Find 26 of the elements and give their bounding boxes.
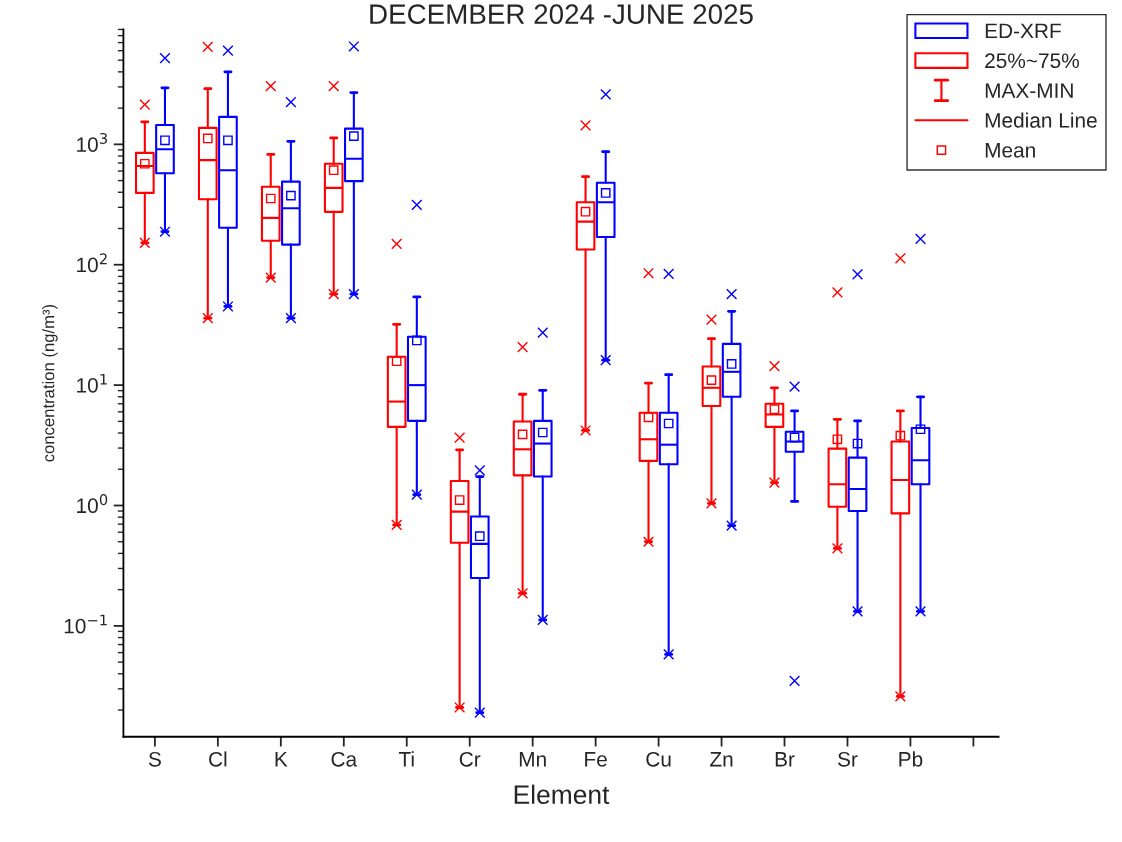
x-tick-label: Mn	[519, 752, 546, 767]
x-tick-label: Ca	[331, 751, 358, 767]
x-tick-label: Pb	[899, 751, 923, 767]
x-tick-label: Br	[775, 752, 795, 767]
annotation: Median Line	[985, 112, 1097, 128]
annotation: MAX-MIN	[985, 83, 1073, 98]
x-tick-label: Zn	[710, 752, 733, 767]
y-tick-label: 10$^{−1}$	[64, 614, 107, 634]
x-tick-label: S	[148, 751, 161, 767]
y-tick-label: 10$^{1}$	[77, 373, 107, 393]
legend-label: ED-XRF	[985, 23, 1061, 39]
y-tick-label: 10$^{0}$	[77, 494, 108, 514]
x-tick-label: K	[275, 752, 288, 767]
chart-title: DECEMBER 2024 -JUNE 2025	[370, 4, 753, 24]
x-tick-label: Cr	[459, 751, 481, 767]
y-tick-label: 10$^{2}$	[77, 253, 107, 273]
annotation: 25%~75%	[985, 53, 1079, 69]
y-tick-label: 10$^{3}$	[77, 132, 107, 152]
x-tick-label: Cu	[646, 751, 671, 767]
x-tick-label: Cl	[209, 751, 227, 767]
y-axis-title: concentration (ng/m³)	[42, 304, 58, 462]
x-axis-title: Element	[514, 784, 610, 805]
x-tick-label: Ti	[398, 751, 414, 767]
x-tick-label: Fe	[585, 752, 607, 767]
annotation: Mean	[985, 143, 1035, 158]
x-tick-label: Sr	[838, 751, 858, 767]
